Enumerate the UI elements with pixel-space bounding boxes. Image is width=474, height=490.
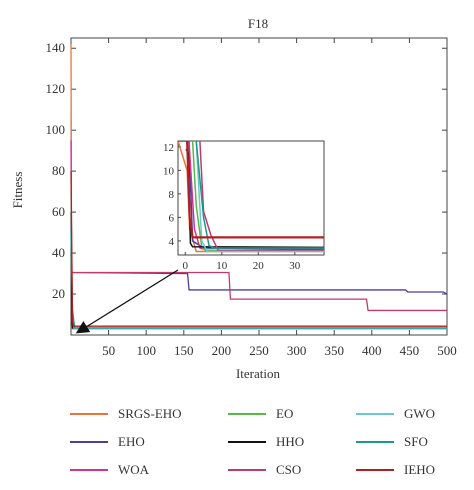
x-tick-label: 300: [287, 343, 307, 358]
legend-label: SRGS-EHO: [118, 406, 182, 421]
inset-y-tick-label: 6: [169, 212, 175, 224]
legend-label: SFO: [404, 434, 428, 449]
inset-y-tick-label: 12: [163, 142, 174, 154]
x-tick-label: 100: [136, 343, 156, 358]
chart-svg: F18 50 100 150 200 250 300 350 400 450 5002040608…: [10, 16, 457, 381]
legend-swatch: [356, 413, 394, 415]
x-tick-label: 350: [324, 343, 344, 358]
legend-swatch: [228, 441, 266, 443]
x-tick-label: 500: [437, 343, 457, 358]
legend-item-srgs-eho: SRGS-EHO: [70, 404, 182, 424]
legend-label: IEHO: [404, 462, 436, 477]
x-tick-label: 50: [102, 343, 115, 358]
legend-item-eo: EO: [228, 404, 293, 424]
x-tick-label: 400: [362, 343, 382, 358]
main-plot: 50 100 150 200 250 300 350 400 450 50020406080100…: [46, 37, 457, 358]
y-axis-label: Fitness: [10, 172, 25, 209]
inset-y-tick-label: 4: [169, 236, 175, 248]
series-line-ieho: [70, 171, 447, 327]
y-tick-label: 60: [52, 204, 65, 219]
zoom-arrow-line: [75, 269, 179, 334]
y-tick-label: 40: [52, 245, 65, 260]
inset-x-tick-label: 20: [253, 260, 265, 272]
legend-swatch: [356, 469, 394, 471]
y-tick-label: 100: [46, 122, 66, 137]
inset-series-line-sfo: [195, 141, 324, 249]
legend-swatch: [70, 469, 108, 471]
legend-item-cso: CSO: [228, 460, 301, 480]
inset-series-group: [178, 141, 324, 253]
legend-label: WOA: [118, 462, 150, 477]
inset-x-tick-label: 10: [216, 260, 228, 272]
y-tick-label: 80: [52, 163, 65, 178]
legend-label: EO: [276, 406, 294, 421]
x-axis-label: Iteration: [236, 366, 281, 381]
inset-y-tick-label: 8: [169, 189, 175, 201]
x-tick-label: 250: [249, 343, 269, 358]
legend-item-woa: WOA: [70, 460, 149, 480]
legend-label: HHO: [276, 434, 305, 449]
legend-swatch: [356, 441, 394, 443]
inset-series-line-cso: [199, 141, 324, 252]
inset-x-tick-label: 30: [289, 260, 301, 272]
series-line-eho: [70, 271, 448, 295]
legend-swatch: [70, 441, 108, 443]
legend-item-hho: HHO: [228, 432, 304, 452]
legend-item-sfo: SFO: [356, 432, 428, 452]
inset-series-line-gwo: [195, 141, 324, 253]
legend: SRGS-EHO EHO WOA EO HHO CSO GWO SFO IEHO: [0, 398, 474, 490]
legend-item-eho: EHO: [70, 432, 145, 452]
y-tick-label: 20: [52, 286, 65, 301]
legend-label: GWO: [404, 406, 436, 421]
x-tick-label: 150: [174, 343, 194, 358]
inset-plot: 0 10 20 30 4 6 8 10 12: [163, 140, 325, 272]
zoom-arrow: [75, 269, 179, 334]
y-tick-label: 140: [46, 40, 66, 55]
inset-series-line-ieho: [186, 141, 324, 239]
x-tick-label: 200: [212, 343, 232, 358]
series-line-cso: [70, 271, 447, 312]
legend-item-gwo: GWO: [356, 404, 435, 424]
x-tick-label: 450: [400, 343, 420, 358]
legend-label: CSO: [276, 462, 302, 477]
chart-title: F18: [248, 16, 268, 31]
legend-swatch: [70, 413, 108, 415]
legend-item-ieho: IEHO: [356, 460, 435, 480]
y-tick-label: 120: [46, 81, 66, 96]
inset-x-tick-label: 0: [183, 260, 189, 272]
legend-swatch: [228, 413, 266, 415]
legend-label: EHO: [118, 434, 145, 449]
inset-y-tick-label: 10: [163, 165, 175, 177]
legend-swatch: [228, 469, 266, 471]
